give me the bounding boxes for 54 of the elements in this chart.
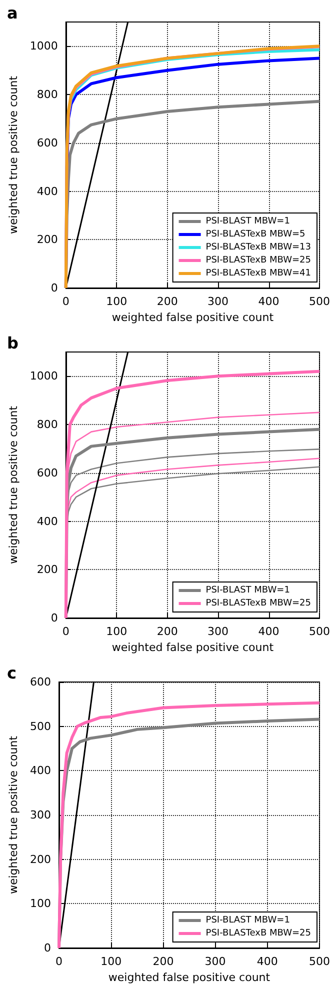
y-tick-label: 300 (30, 808, 51, 822)
x-tick-label: 200 (152, 955, 174, 968)
x-tick-label: 200 (156, 625, 178, 638)
y-tick-label: 100 (30, 897, 51, 910)
x-tick-label: 300 (208, 295, 229, 308)
y-tick-label: 600 (30, 676, 51, 688)
y-tick-label: 400 (36, 514, 58, 528)
chart-title: c (7, 664, 16, 682)
x-tick-label: 400 (258, 625, 280, 638)
y-tick-label: 0 (44, 942, 51, 954)
x-tick-label: 100 (106, 295, 128, 308)
x-axis-title: weighted false positive count (112, 641, 274, 654)
legend-label: PSI-BLASTexB MBW=13 (206, 242, 312, 252)
legend-label: PSI-BLASTexB MBW=25 (206, 256, 312, 266)
x-tick-label: 400 (258, 295, 280, 308)
x-tick-label: 300 (204, 955, 226, 968)
x-tick-label: 500 (309, 295, 330, 308)
y-tick-label: 400 (30, 764, 51, 778)
legend-label: PSI-BLASTexB MBW=41 (206, 268, 312, 278)
legend-label: PSI-BLASTexB MBW=5 (206, 230, 306, 240)
x-tick-label: 400 (256, 955, 278, 968)
x-tick-label: 0 (62, 295, 70, 308)
legend-label: PSI-BLASTexB MBW=25 (206, 598, 312, 608)
y-axis-title: weighted true positive count (7, 405, 20, 564)
y-tick-label: 200 (36, 233, 58, 246)
y-tick-label: 800 (36, 418, 58, 432)
y-tick-label: 600 (36, 466, 58, 480)
x-tick-label: 0 (62, 625, 70, 638)
x-axis-title: weighted false positive count (108, 971, 271, 984)
x-axis-title: weighted false positive count (112, 311, 274, 324)
legend-label: PSI-BLAST MBW=1 (206, 216, 290, 226)
legend-label: PSI-BLAST MBW=1 (206, 916, 290, 926)
x-tick-label: 500 (309, 955, 330, 968)
x-tick-label: 100 (106, 625, 128, 638)
y-tick-label: 0 (50, 282, 58, 294)
legend-label: PSI-BLAST MBW=1 (206, 586, 290, 596)
y-tick-label: 0 (50, 612, 58, 624)
y-tick-label: 1000 (30, 370, 58, 383)
y-axis-title: weighted true positive count (7, 735, 20, 894)
y-tick-label: 600 (36, 136, 58, 150)
chart-title: b (7, 334, 18, 352)
y-tick-label: 1000 (30, 40, 58, 53)
x-tick-label: 200 (156, 295, 178, 308)
x-tick-label: 500 (309, 625, 330, 638)
y-axis-title: weighted true positive count (7, 75, 20, 234)
y-tick-label: 800 (36, 88, 58, 102)
x-tick-label: 100 (100, 955, 122, 968)
y-tick-label: 400 (36, 184, 58, 198)
legend-label: PSI-BLASTexB MBW=25 (206, 928, 312, 938)
y-tick-label: 200 (30, 852, 51, 866)
y-tick-label: 200 (36, 563, 58, 576)
chart-title: a (7, 4, 18, 22)
y-tick-label: 500 (30, 720, 51, 733)
x-tick-label: 300 (208, 625, 229, 638)
